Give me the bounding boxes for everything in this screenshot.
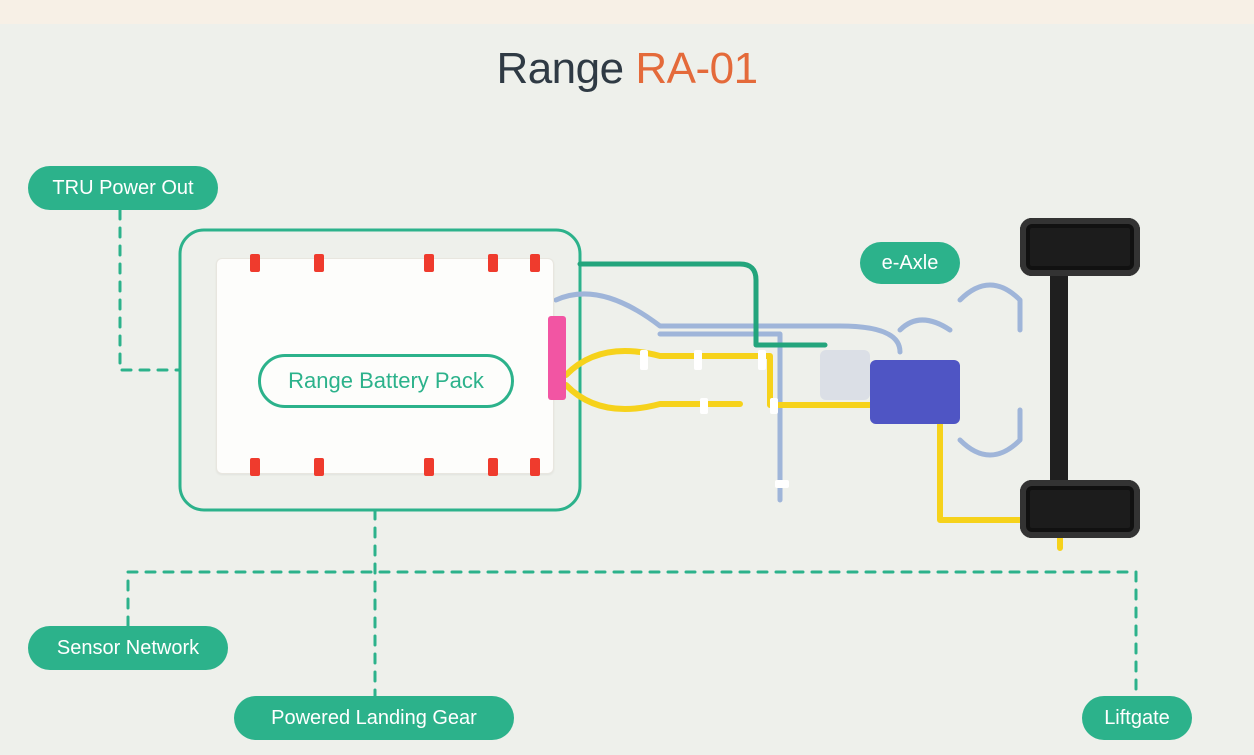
label-range-battery-pack: Range Battery Pack	[258, 354, 514, 408]
label-tru-power-out: TRU Power Out	[28, 166, 218, 210]
inverter-block	[820, 350, 870, 400]
motor-block	[870, 360, 960, 424]
label-liftgate: Liftgate	[1082, 696, 1192, 740]
label-powered-landing-gear: Powered Landing Gear	[234, 696, 514, 740]
label-e-axle: e-Axle	[860, 242, 960, 284]
battery-connector-cap	[548, 316, 566, 400]
axle-bar	[1050, 240, 1068, 520]
axle-wheel-top	[1020, 218, 1140, 276]
label-sensor-network: Sensor Network	[28, 626, 228, 670]
axle-wheel-bottom	[1020, 480, 1140, 538]
